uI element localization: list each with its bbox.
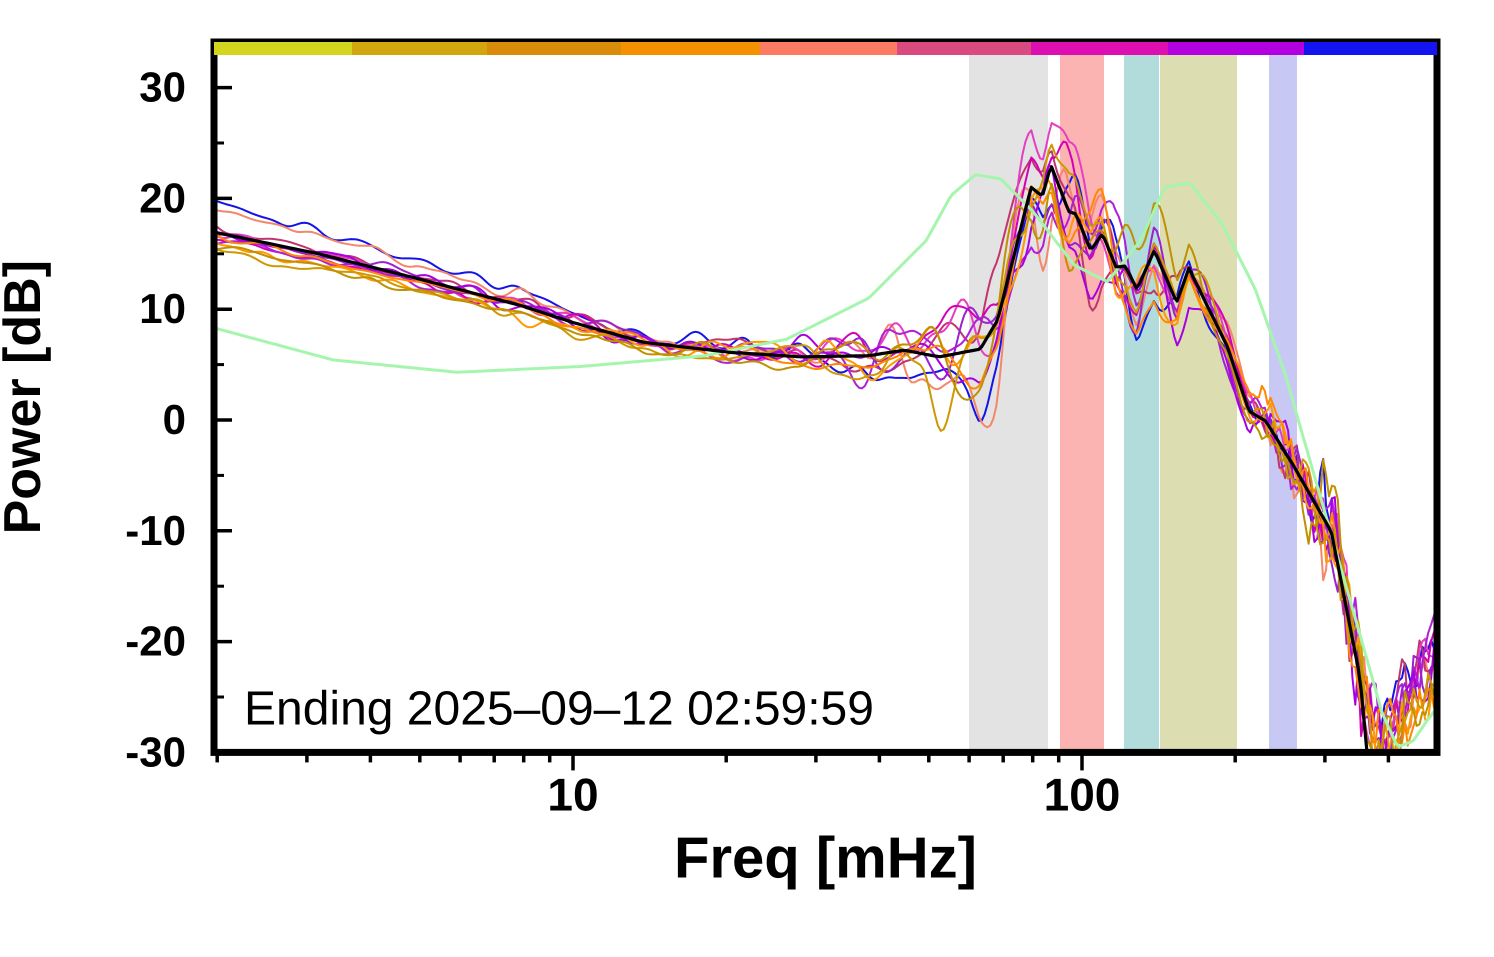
svg-text:20: 20 [139,174,186,221]
svg-text:-20: -20 [125,618,186,665]
svg-text:10: 10 [139,285,186,332]
svg-text:0: 0 [163,396,186,443]
svg-text:100: 100 [1044,768,1121,820]
svg-text:Power [dB]: Power [dB] [0,260,52,534]
svg-text:10: 10 [547,768,598,820]
svg-text:Ending 2025–09–12 02:59:59: Ending 2025–09–12 02:59:59 [244,682,874,735]
svg-text:30: 30 [139,64,186,111]
svg-text:-30: -30 [125,728,186,775]
svg-text:Freq [mHz]: Freq [mHz] [674,825,977,890]
svg-text:-10: -10 [125,507,186,554]
